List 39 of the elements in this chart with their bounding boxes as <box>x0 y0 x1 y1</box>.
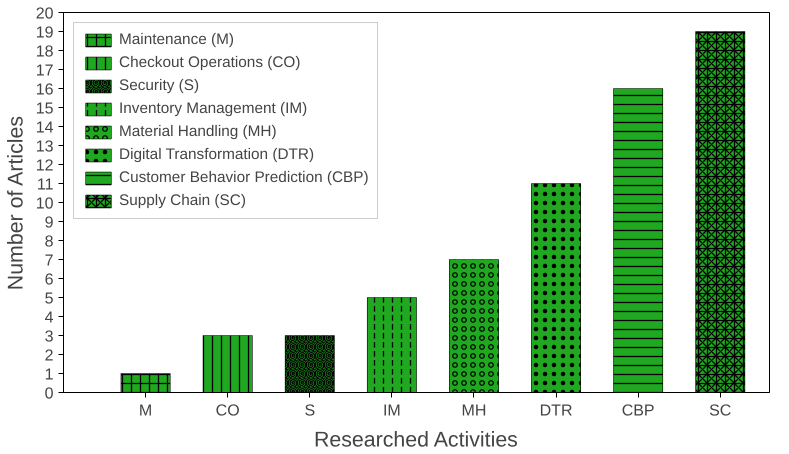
y-tick-label: 1 <box>44 366 54 384</box>
legend-label: Inventory Management (IM) <box>119 100 308 118</box>
legend-label: Material Handling (MH) <box>119 123 277 141</box>
y-tick-label: 6 <box>44 272 54 288</box>
legend-label: Digital Transformation (DTR) <box>119 146 314 164</box>
legend-label: Customer Behavior Prediction (CBP) <box>119 169 369 187</box>
y-tick-label: 4 <box>44 310 54 326</box>
x-tick-label: MH <box>462 402 486 420</box>
x-tick-label: IM <box>382 402 401 420</box>
y-tick-label: 5 <box>44 290 54 308</box>
y-tick-label: 15 <box>36 100 54 118</box>
x-axis-title: Researched Activities <box>314 428 518 452</box>
y-tick-label: 10 <box>36 196 54 212</box>
y-tick-label: 2 <box>44 348 54 364</box>
y-tick-label: 18 <box>36 44 54 60</box>
y-tick-label: 14 <box>36 120 54 136</box>
y-axis-title: Number of Articles <box>4 116 28 290</box>
legend-label: Maintenance (M) <box>119 31 234 49</box>
y-tick-label: 7 <box>44 252 54 270</box>
x-tick-label: SC <box>709 402 732 420</box>
y-tick-label: 16 <box>36 82 54 98</box>
y-tick-label: 17 <box>36 62 54 80</box>
y-tick-label: 9 <box>44 214 54 232</box>
y-tick-label: 13 <box>36 138 54 156</box>
y-tick-label: 12 <box>36 158 54 174</box>
y-tick-label: 8 <box>44 234 54 250</box>
x-tick-label: CBP <box>622 402 655 420</box>
legend-label: Security (S) <box>119 77 200 95</box>
y-tick-label: 3 <box>44 328 54 346</box>
x-tick-label: DTR <box>540 402 573 420</box>
y-tick-label: 19 <box>36 24 54 42</box>
legend-label: Checkout Operations (CO) <box>119 54 300 72</box>
y-tick-label: 0 <box>44 386 54 402</box>
y-tick-label: 20 <box>36 6 54 22</box>
x-tick-label: M <box>138 402 152 420</box>
y-tick-label: 11 <box>36 176 54 194</box>
x-tick-label: S <box>304 402 316 420</box>
legend-label: Supply Chain (SC) <box>119 192 246 210</box>
x-tick-label: CO <box>216 402 240 420</box>
